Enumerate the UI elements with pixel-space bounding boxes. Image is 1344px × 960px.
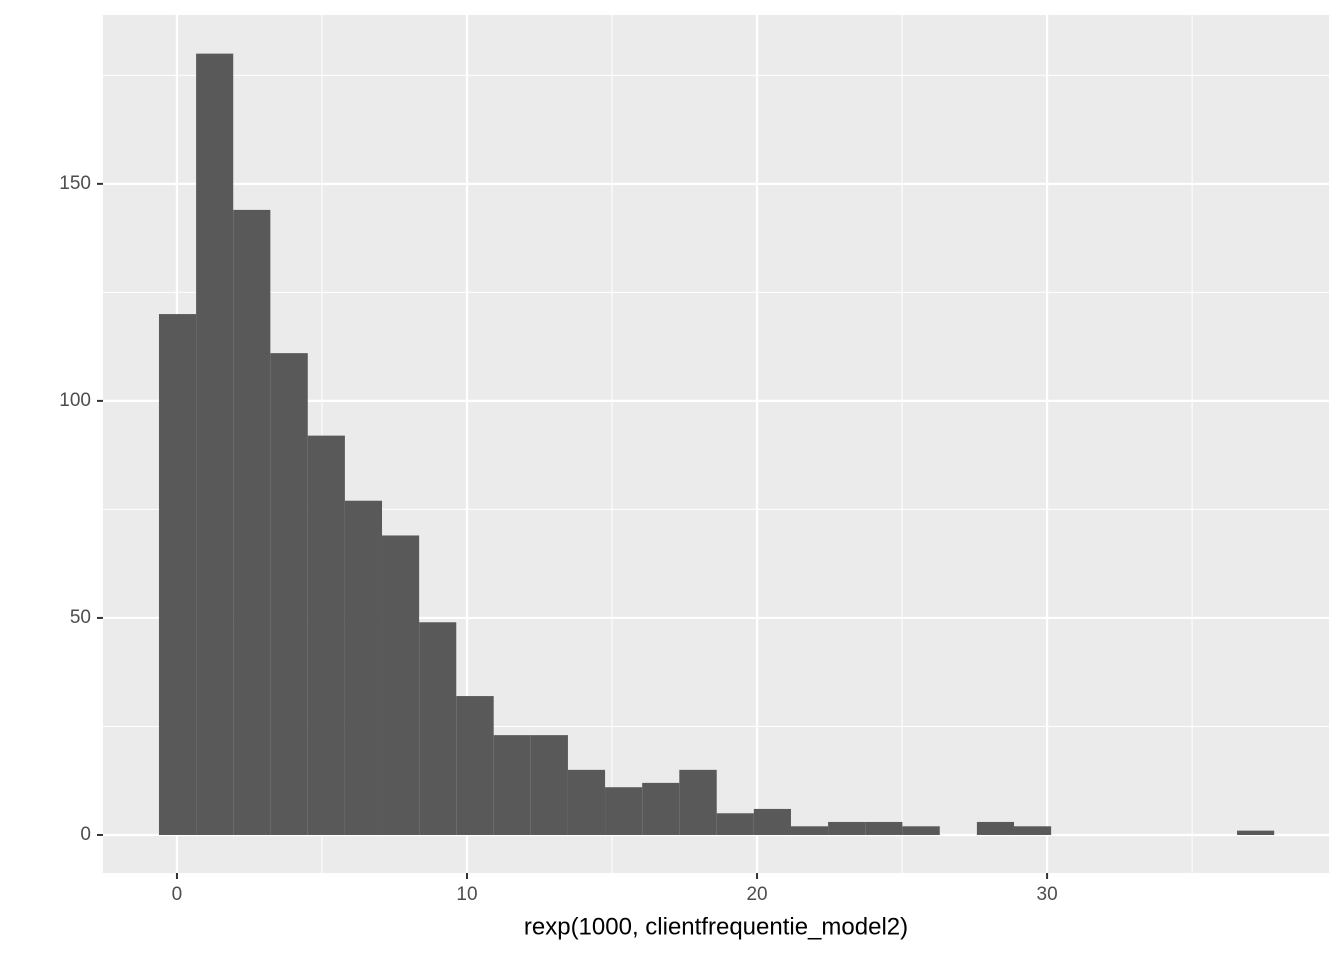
bar xyxy=(1237,830,1275,835)
bar xyxy=(790,826,829,835)
bar xyxy=(307,435,345,835)
x-axis-title: rexp(1000, clientfrequentie_model2) xyxy=(524,913,908,940)
bar xyxy=(567,769,606,835)
y-tick-label: 100 xyxy=(59,390,91,411)
bar xyxy=(753,808,791,835)
bar xyxy=(196,53,234,835)
bar xyxy=(642,782,680,835)
bar xyxy=(679,769,717,835)
grid xyxy=(103,15,1329,873)
bar xyxy=(716,813,754,835)
bar xyxy=(530,735,568,835)
bar xyxy=(976,821,1015,835)
bar xyxy=(902,826,940,835)
bar xyxy=(456,696,494,835)
x-tick-label: 20 xyxy=(746,884,767,905)
bar xyxy=(1014,826,1052,835)
x-tick-label: 10 xyxy=(456,884,477,905)
bar xyxy=(605,787,643,835)
bars xyxy=(158,53,1275,835)
bar xyxy=(344,500,383,835)
bar xyxy=(493,735,531,835)
x-tick-label: 30 xyxy=(1037,884,1058,905)
y-tick-label: 150 xyxy=(59,173,91,194)
axes: 0 10 20 30 0 50 100 150 xyxy=(59,173,1057,905)
bar xyxy=(419,622,457,835)
bar xyxy=(382,535,420,835)
bar xyxy=(270,353,308,835)
bar xyxy=(233,209,271,835)
bar xyxy=(865,821,903,835)
bar xyxy=(828,821,866,835)
bar xyxy=(158,314,197,835)
y-tick-label: 50 xyxy=(70,607,91,628)
y-tick-label: 0 xyxy=(80,824,91,845)
x-tick-label: 0 xyxy=(172,884,183,905)
